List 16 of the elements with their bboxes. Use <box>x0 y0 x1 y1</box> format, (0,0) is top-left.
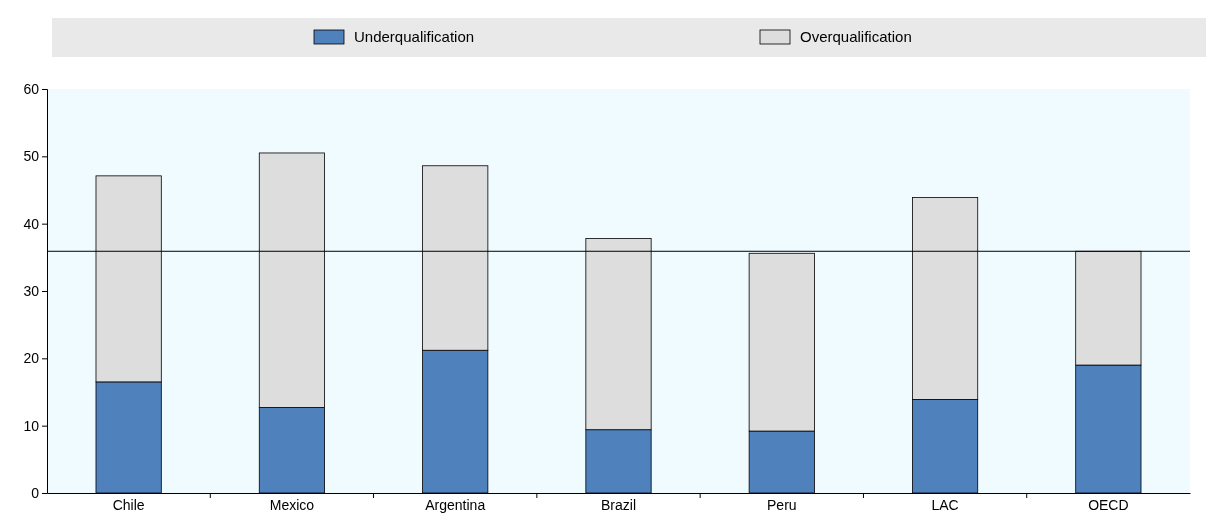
y-tick-label: 30 <box>23 282 40 299</box>
x-tick-label: Brazil <box>600 497 637 513</box>
y-tick-label: 60 <box>23 80 40 97</box>
legend-label: Underqualification <box>354 28 475 45</box>
x-tick-label: Mexico <box>269 497 315 513</box>
x-tick-label: Chile <box>112 497 145 513</box>
y-tick-label: 20 <box>23 350 40 367</box>
x-tick-label: Peru <box>767 497 797 513</box>
legend-label: Overqualification <box>800 28 912 45</box>
y-tick-label: 0 <box>31 484 40 501</box>
x-tick-label: OECD <box>1088 497 1129 513</box>
x-tick-label: Argentina <box>425 497 486 513</box>
x-tick-label: LAC <box>931 497 959 513</box>
y-tick-label: 40 <box>23 215 40 232</box>
y-tick-label: 50 <box>23 148 40 165</box>
y-tick-label: 10 <box>23 417 40 434</box>
